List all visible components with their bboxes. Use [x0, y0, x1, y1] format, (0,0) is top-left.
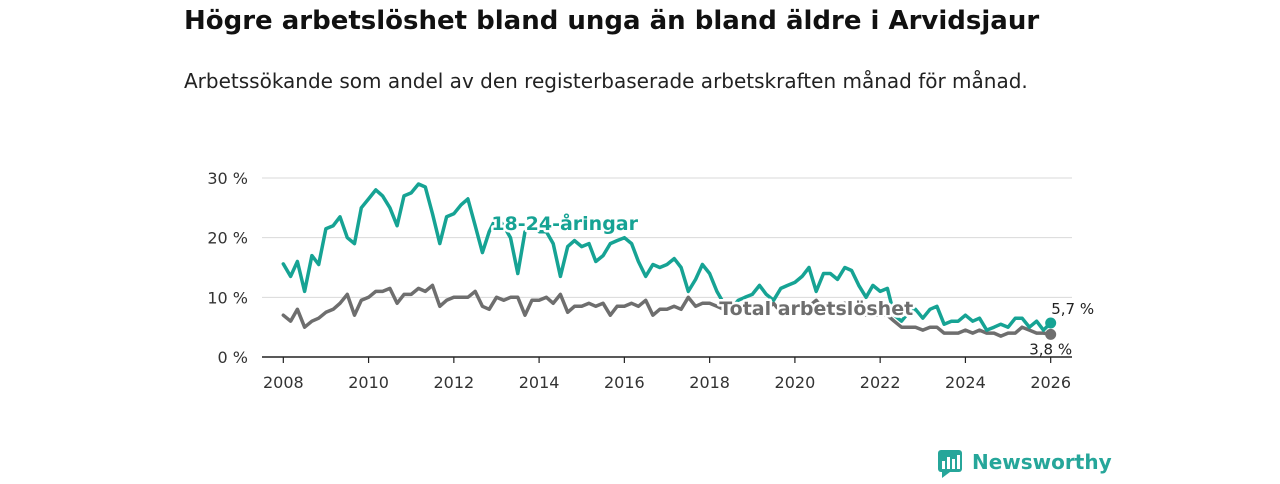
series-annotation-youth: 18-24-åringar: [491, 211, 638, 235]
series-line-youth: [281, 182, 1053, 332]
chart-subtitle: Arbetssökande som andel av den registerb…: [184, 69, 1028, 93]
x-tick-label: 2022: [860, 373, 901, 392]
end-label-youth: 5,7 %: [1051, 300, 1094, 318]
x-tick-label: 2018: [689, 373, 730, 392]
y-tick-label: 0 %: [218, 348, 248, 367]
y-tick-label: 30 %: [207, 169, 248, 188]
end-label-total: 3,8 %: [1029, 340, 1072, 358]
chart-title: Högre arbetslöshet bland unga än bland ä…: [184, 6, 1040, 36]
y-tick-label: 10 %: [207, 288, 248, 307]
brand-logo: Newsworthy: [937, 448, 1112, 480]
x-tick-label: 2008: [263, 373, 304, 392]
y-tick-label: 20 %: [207, 229, 248, 248]
x-tick-label: 2010: [348, 373, 389, 392]
x-tick-label: 2016: [604, 373, 645, 392]
x-tick-label: 2024: [945, 373, 986, 392]
x-tick-label: 2020: [775, 373, 816, 392]
brand-name: Newsworthy: [972, 450, 1112, 474]
end-point-total: [1045, 328, 1057, 340]
series-annotation-total: Total arbetslöshet: [719, 298, 913, 320]
x-tick-label: 2014: [519, 373, 560, 392]
newsworthy-logo-icon: [938, 450, 962, 478]
x-tick-label: 2012: [433, 373, 474, 392]
x-tick-label: 2026: [1030, 373, 1071, 392]
series-line-total: [281, 283, 1053, 338]
end-point-youth: [1045, 317, 1057, 329]
